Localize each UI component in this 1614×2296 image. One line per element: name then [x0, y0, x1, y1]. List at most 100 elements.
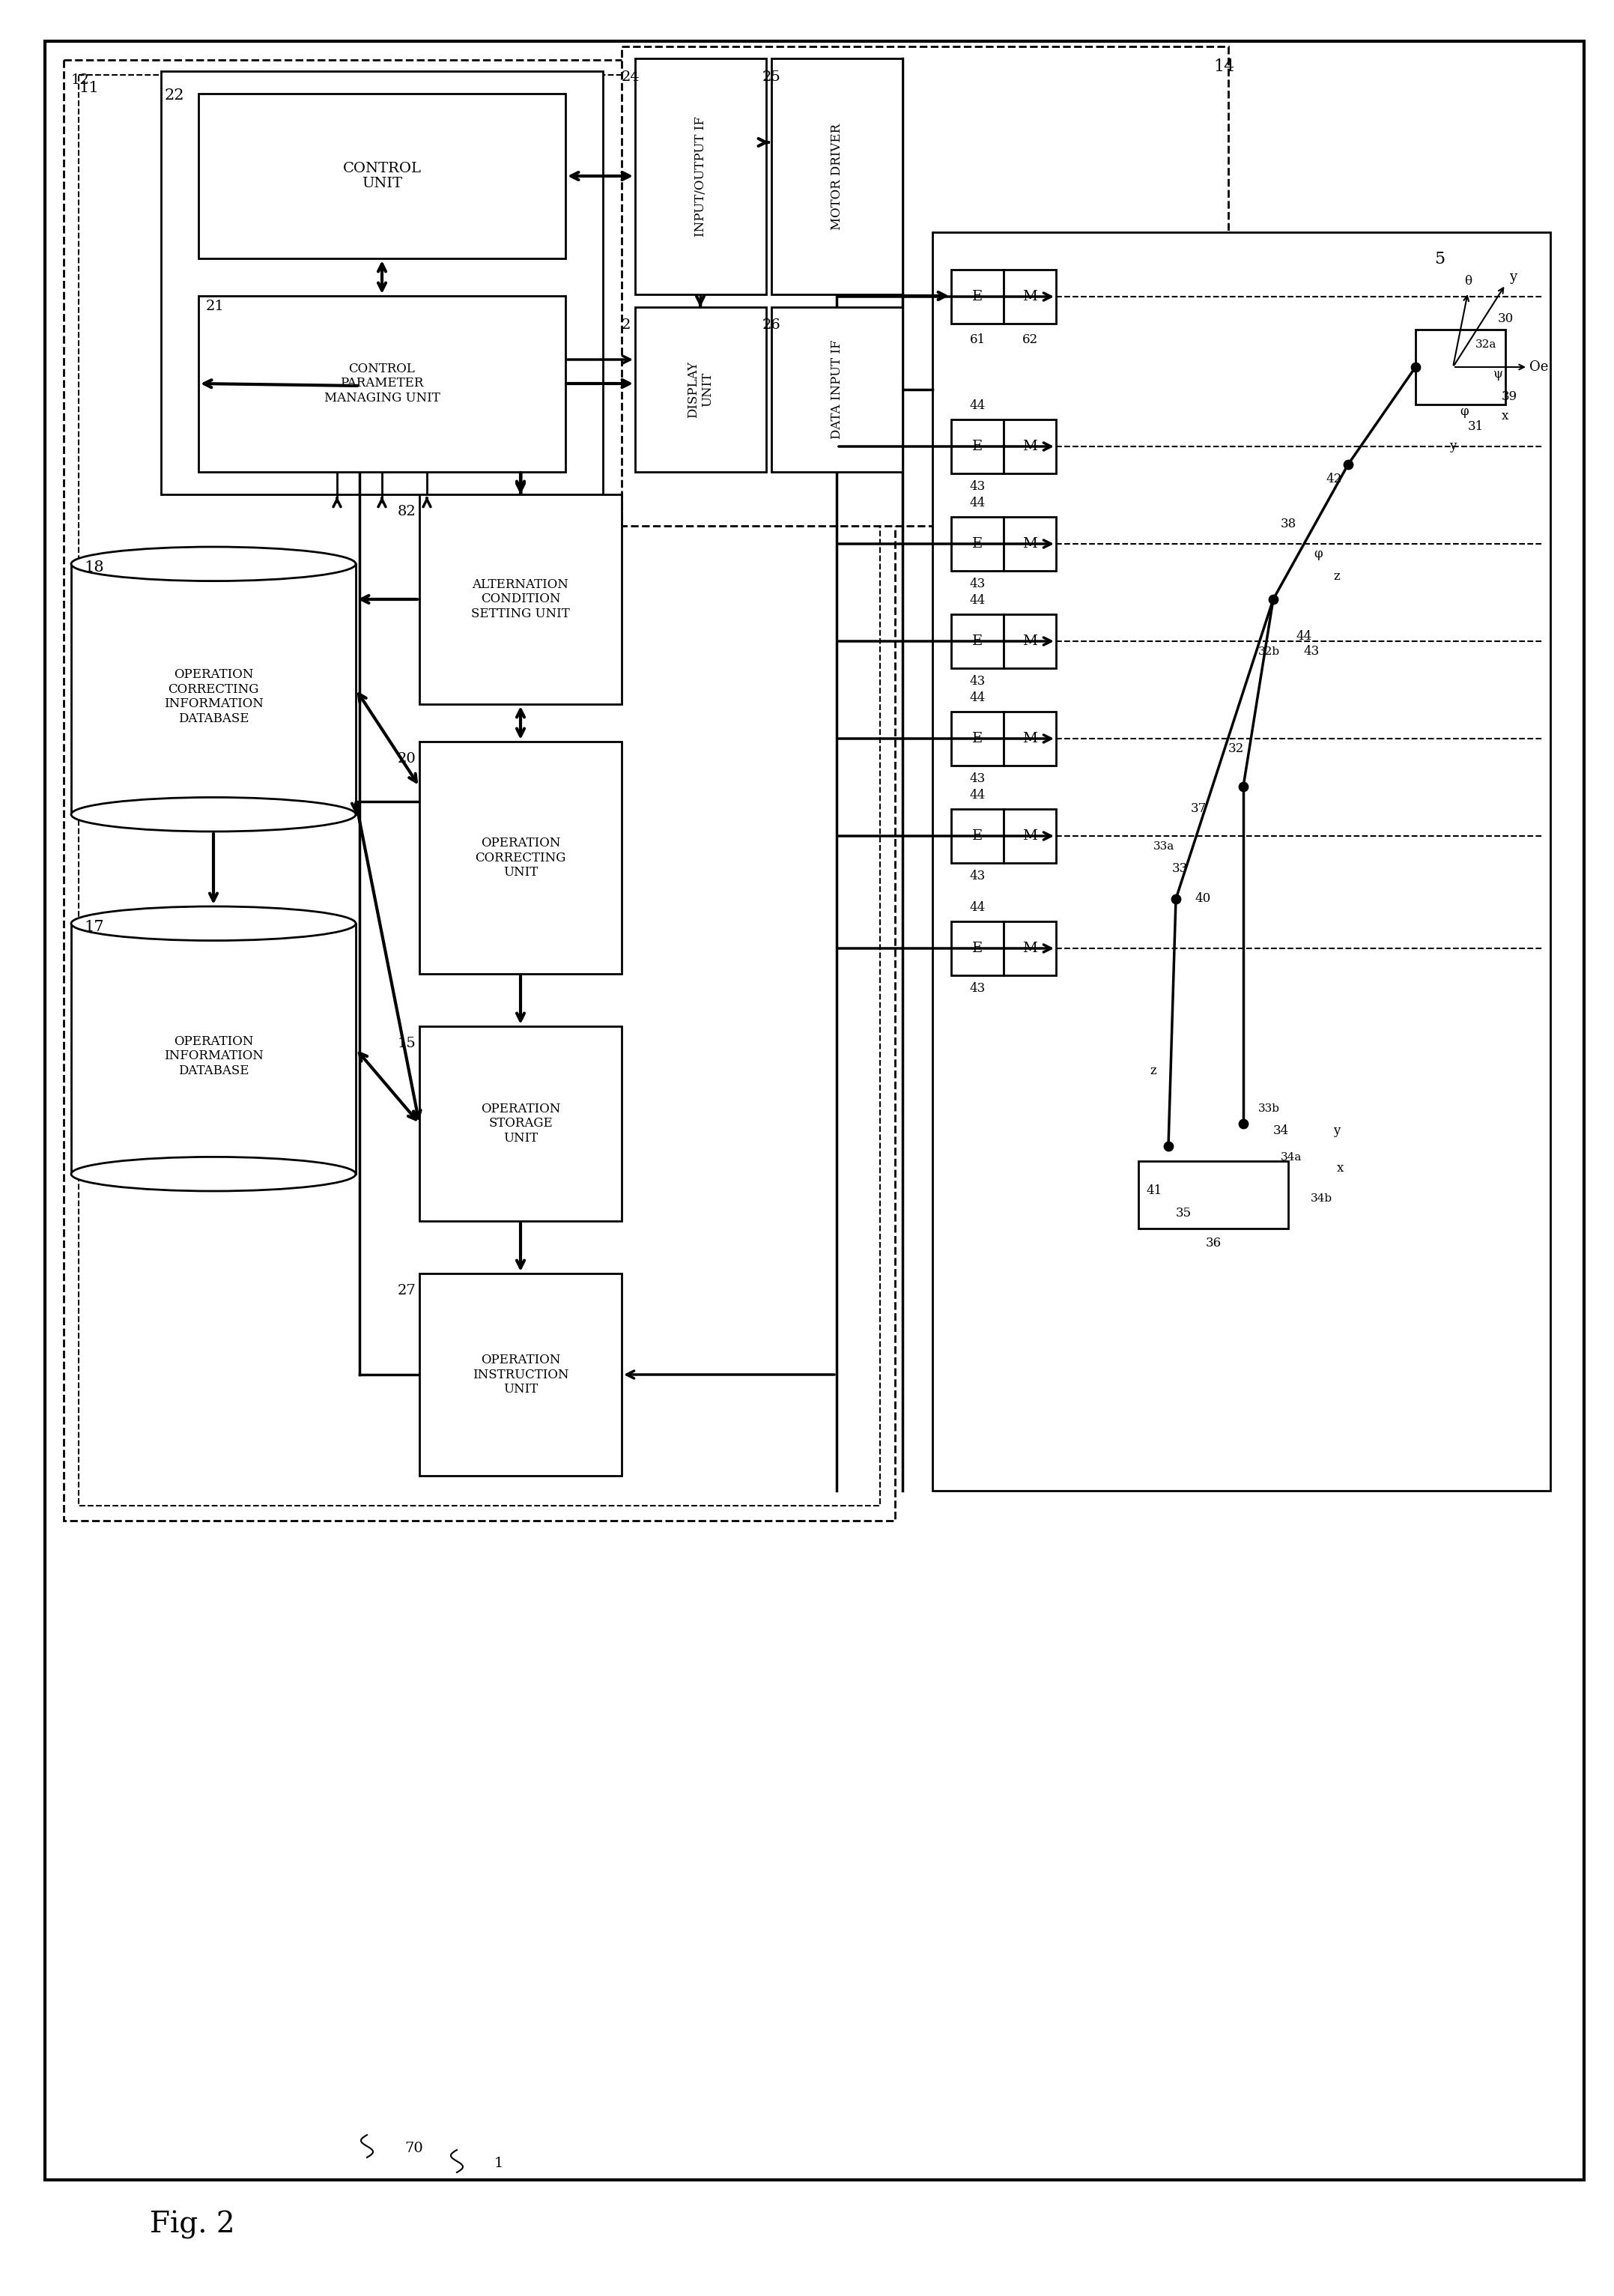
Point [1335, 445, 1361, 482]
Bar [1004, 615, 1056, 668]
Text: E: E [972, 941, 983, 955]
Text: 32a: 32a [1475, 340, 1496, 349]
Text: E: E [972, 634, 983, 647]
Bar [951, 921, 1004, 976]
Text: 30: 30 [1498, 312, 1514, 324]
Text: OPERATION
CORRECTING
INFORMATION
DATABASE: OPERATION CORRECTING INFORMATION DATABAS… [163, 668, 263, 726]
Bar [1004, 420, 1056, 473]
Text: 22: 22 [165, 87, 184, 103]
Text: 32b: 32b [1259, 647, 1280, 657]
Text: 21: 21 [207, 301, 224, 312]
Text: M: M [1022, 441, 1038, 452]
Text: E: E [972, 441, 983, 452]
Text: 43: 43 [970, 983, 985, 994]
Text: 34: 34 [1273, 1125, 1290, 1137]
Text: OPERATION
INSTRUCTION
UNIT: OPERATION INSTRUCTION UNIT [473, 1355, 568, 1396]
Point [1230, 1104, 1256, 1141]
Text: OPERATION
INFORMATION
DATABASE: OPERATION INFORMATION DATABASE [163, 1035, 263, 1077]
Text: E: E [972, 537, 983, 551]
Bar [621, 46, 1228, 526]
Text: M: M [1022, 537, 1038, 551]
Text: E: E [972, 732, 983, 746]
Bar [420, 494, 621, 705]
Bar [63, 60, 896, 1520]
Bar [71, 565, 355, 815]
Text: φ: φ [1459, 406, 1469, 418]
Bar [161, 71, 604, 494]
Bar [951, 712, 1004, 765]
Text: M: M [1022, 941, 1038, 955]
Text: 34b: 34b [1311, 1194, 1333, 1203]
Text: 43: 43 [970, 480, 985, 494]
Text: 62: 62 [1022, 333, 1038, 347]
Text: 44: 44 [1296, 631, 1312, 643]
Text: 43: 43 [1302, 645, 1319, 659]
Text: 34a: 34a [1282, 1153, 1302, 1162]
Bar [420, 1274, 621, 1476]
Bar [1004, 921, 1056, 976]
Text: 35: 35 [1177, 1208, 1191, 1219]
Text: ALTERNATION
CONDITION
SETTING UNIT: ALTERNATION CONDITION SETTING UNIT [471, 579, 570, 620]
Text: 27: 27 [397, 1283, 416, 1297]
Text: z: z [1151, 1065, 1157, 1077]
Bar [1415, 331, 1506, 404]
Ellipse shape [71, 797, 355, 831]
Bar [1004, 712, 1056, 765]
Text: y: y [1449, 439, 1456, 452]
Text: 18: 18 [84, 560, 103, 574]
Ellipse shape [71, 1157, 355, 1192]
Text: INPUT/OUTPUT IF: INPUT/OUTPUT IF [694, 117, 707, 236]
Text: 33: 33 [1172, 863, 1188, 875]
Bar [951, 517, 1004, 572]
Point [1261, 581, 1286, 618]
Text: Fig. 2: Fig. 2 [150, 2211, 236, 2239]
Ellipse shape [71, 907, 355, 941]
Text: 44: 44 [970, 595, 985, 606]
Text: θ: θ [1464, 276, 1472, 287]
Text: 82: 82 [397, 505, 416, 519]
Text: 44: 44 [970, 790, 985, 801]
Text: DISPLAY
UNIT: DISPLAY UNIT [686, 360, 713, 418]
Text: y: y [1333, 1125, 1340, 1137]
Text: E: E [972, 289, 983, 303]
Bar [951, 420, 1004, 473]
Point [1156, 1127, 1181, 1164]
Bar [1004, 517, 1056, 572]
Text: 43: 43 [970, 579, 985, 590]
Bar [933, 232, 1551, 1490]
Bar [1138, 1162, 1288, 1228]
Text: z: z [1333, 569, 1340, 583]
Bar [71, 923, 355, 1173]
Text: 5: 5 [1435, 250, 1445, 266]
Text: ψ: ψ [1493, 367, 1503, 381]
Text: 15: 15 [397, 1038, 416, 1049]
Text: 36: 36 [1206, 1238, 1222, 1249]
Text: 44: 44 [970, 400, 985, 413]
Text: φ: φ [1314, 549, 1322, 560]
Text: MOTOR DRIVER: MOTOR DRIVER [830, 124, 843, 230]
Text: 26: 26 [762, 319, 781, 333]
Text: M: M [1022, 634, 1038, 647]
Text: CONTROL
UNIT: CONTROL UNIT [342, 161, 421, 191]
Text: 33a: 33a [1154, 840, 1175, 852]
Point [1230, 769, 1256, 806]
Bar [420, 1026, 621, 1221]
Text: 24: 24 [621, 71, 641, 85]
Text: DATA INPUT IF: DATA INPUT IF [830, 340, 843, 439]
Bar [951, 808, 1004, 863]
Bar [420, 742, 621, 974]
Bar [199, 94, 565, 259]
Text: 43: 43 [970, 870, 985, 884]
Text: y: y [1509, 271, 1517, 285]
Bar [1004, 808, 1056, 863]
Text: M: M [1022, 289, 1038, 303]
Text: 20: 20 [397, 753, 416, 765]
Text: 43: 43 [970, 675, 985, 689]
Text: CONTROL
PARAMETER
MANAGING UNIT: CONTROL PARAMETER MANAGING UNIT [324, 363, 441, 404]
Text: 44: 44 [970, 691, 985, 705]
Text: x: x [1501, 409, 1509, 422]
Text: 41: 41 [1146, 1185, 1162, 1199]
Text: 44: 44 [970, 496, 985, 510]
Ellipse shape [71, 546, 355, 581]
Text: 43: 43 [970, 774, 985, 785]
